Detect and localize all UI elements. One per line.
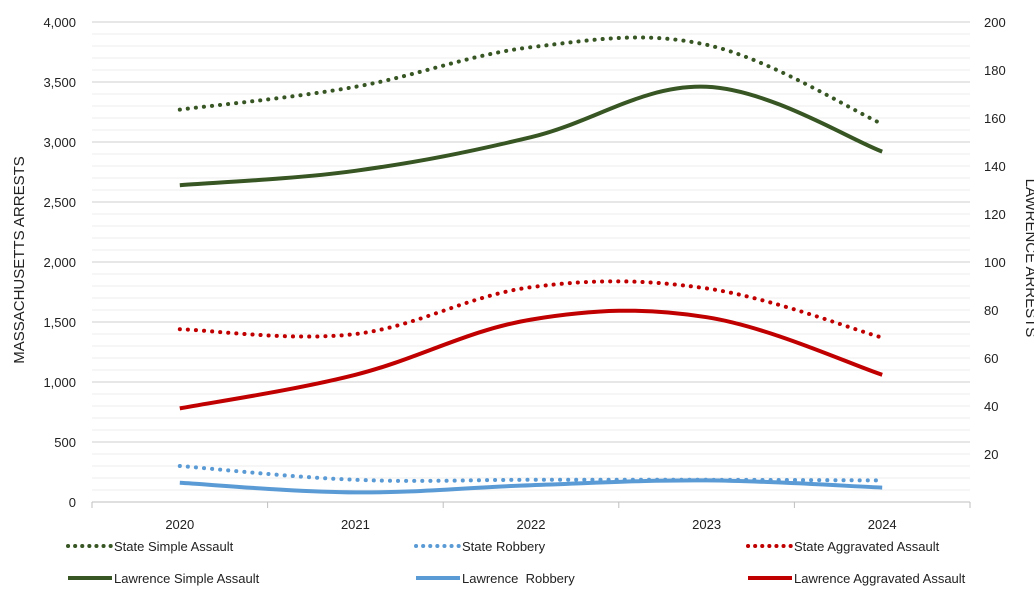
right-tick-label: 80 (984, 303, 998, 318)
legend-label-state-aggravated-assault: State Aggravated Assault (794, 539, 940, 554)
left-tick-label: 1,000 (43, 375, 76, 390)
legend-label-lawrence-aggravated-assault: Lawrence Aggravated Assault (794, 571, 966, 586)
left-tick-label: 500 (54, 435, 76, 450)
series-line-state-aggravated-assault (177, 279, 885, 340)
right-tick-label: 20 (984, 447, 998, 462)
right-tick-label: 200 (984, 15, 1006, 30)
right-tick-label: 100 (984, 255, 1006, 270)
legend-label-lawrence-simple-assault: Lawrence Simple Assault (114, 571, 260, 586)
right-tick-label: 160 (984, 111, 1006, 126)
left-tick-label: 3,500 (43, 75, 76, 90)
right-axis-title: LAWRENCE ARRESTS (1022, 179, 1034, 338)
legend-label-state-robbery: State Robbery (462, 539, 546, 554)
axes (91, 501, 971, 508)
legend-label-lawrence-robbery: Lawrence Robbery (462, 571, 575, 586)
series-lines (177, 35, 885, 495)
gridlines (92, 21, 970, 491)
x-tick-label: 2021 (341, 517, 370, 532)
series-line-lawrence-aggravated-assault (179, 308, 883, 411)
tick-labels: 0 500 1,000 1,500 2,000 2,500 3,000 3,500 4,000 2… (43, 15, 1005, 532)
right-tick-label: 140 (984, 159, 1006, 174)
x-tick-label: 2022 (517, 517, 546, 532)
left-tick-label: 0 (69, 495, 76, 510)
x-tick-label: 2024 (868, 517, 897, 532)
series-line-lawrence-simple-assault (179, 84, 883, 188)
right-tick-label: 120 (984, 207, 1006, 222)
right-tick-label: 60 (984, 351, 998, 366)
legend: State Simple Assault State Robbery State A… (66, 539, 966, 586)
x-tick-label: 2023 (692, 517, 721, 532)
legend-label-state-simple-assault: State Simple Assault (114, 539, 234, 554)
left-tick-label: 2,500 (43, 195, 76, 210)
left-tick-label: 3,000 (43, 135, 76, 150)
series-line-lawrence-robbery (179, 478, 883, 495)
right-tick-label: 180 (984, 63, 1006, 78)
left-tick-label: 1,500 (43, 315, 76, 330)
left-tick-label: 4,000 (43, 15, 76, 30)
x-tick-label: 2020 (165, 517, 194, 532)
series-line-state-robbery (177, 464, 885, 483)
left-tick-label: 2,000 (43, 255, 76, 270)
left-axis-title: MASSACHUSETTS ARRESTS (11, 156, 28, 364)
series-line-state-simple-assault (177, 35, 885, 126)
right-tick-label: 40 (984, 399, 998, 414)
